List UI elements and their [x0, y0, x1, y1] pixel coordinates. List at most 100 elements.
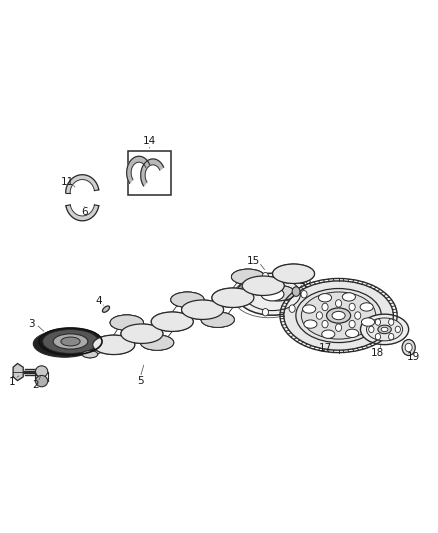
- Ellipse shape: [171, 292, 204, 308]
- Ellipse shape: [212, 288, 254, 308]
- Ellipse shape: [326, 308, 351, 323]
- Circle shape: [322, 303, 328, 311]
- Ellipse shape: [360, 303, 373, 311]
- Polygon shape: [66, 205, 99, 221]
- Ellipse shape: [141, 335, 174, 350]
- Ellipse shape: [181, 300, 223, 319]
- Ellipse shape: [151, 312, 193, 332]
- Ellipse shape: [262, 285, 295, 301]
- Circle shape: [389, 319, 394, 325]
- Circle shape: [375, 319, 381, 325]
- Circle shape: [262, 309, 268, 316]
- Circle shape: [289, 276, 295, 284]
- Ellipse shape: [262, 285, 295, 301]
- Ellipse shape: [304, 320, 317, 328]
- Text: 5: 5: [137, 376, 144, 386]
- Ellipse shape: [231, 269, 265, 285]
- Text: 11: 11: [61, 177, 74, 187]
- Ellipse shape: [110, 315, 143, 330]
- Ellipse shape: [201, 312, 234, 327]
- Ellipse shape: [361, 318, 374, 326]
- Ellipse shape: [272, 264, 314, 284]
- Ellipse shape: [35, 366, 48, 377]
- Text: 4: 4: [95, 296, 102, 306]
- Ellipse shape: [49, 333, 92, 351]
- Ellipse shape: [201, 312, 234, 327]
- Circle shape: [322, 320, 328, 328]
- Ellipse shape: [244, 278, 300, 311]
- Ellipse shape: [346, 329, 359, 337]
- Circle shape: [369, 326, 374, 333]
- Ellipse shape: [201, 312, 234, 327]
- Circle shape: [402, 340, 415, 356]
- Ellipse shape: [296, 288, 381, 343]
- Circle shape: [301, 290, 307, 298]
- Ellipse shape: [242, 276, 284, 295]
- Circle shape: [289, 305, 295, 312]
- Circle shape: [355, 312, 361, 319]
- Ellipse shape: [303, 305, 316, 313]
- Circle shape: [262, 272, 268, 280]
- Ellipse shape: [151, 312, 193, 332]
- Ellipse shape: [59, 337, 82, 346]
- Ellipse shape: [378, 325, 391, 334]
- Ellipse shape: [284, 281, 393, 350]
- Polygon shape: [127, 156, 149, 183]
- Ellipse shape: [141, 335, 174, 350]
- Ellipse shape: [56, 335, 85, 348]
- Ellipse shape: [318, 294, 332, 302]
- Ellipse shape: [381, 327, 388, 332]
- Ellipse shape: [35, 375, 48, 387]
- Circle shape: [389, 334, 394, 340]
- Ellipse shape: [171, 292, 204, 308]
- Bar: [128, 151, 171, 195]
- Ellipse shape: [66, 340, 75, 343]
- Text: 1: 1: [9, 377, 16, 386]
- Ellipse shape: [53, 334, 88, 349]
- Circle shape: [292, 287, 300, 296]
- Ellipse shape: [321, 330, 335, 338]
- Text: 16: 16: [299, 277, 312, 286]
- Ellipse shape: [93, 335, 135, 354]
- Ellipse shape: [231, 269, 265, 285]
- Ellipse shape: [121, 324, 163, 343]
- Circle shape: [349, 303, 355, 311]
- Ellipse shape: [43, 330, 98, 353]
- Circle shape: [316, 312, 322, 319]
- Ellipse shape: [301, 292, 376, 339]
- Ellipse shape: [261, 287, 284, 301]
- Ellipse shape: [63, 338, 78, 345]
- Text: 3: 3: [28, 319, 35, 329]
- Text: 6: 6: [81, 207, 88, 217]
- Ellipse shape: [360, 314, 409, 345]
- Ellipse shape: [332, 311, 345, 320]
- Ellipse shape: [39, 328, 102, 355]
- Polygon shape: [141, 159, 163, 186]
- Text: 18: 18: [371, 349, 384, 358]
- Polygon shape: [13, 364, 23, 381]
- Ellipse shape: [141, 335, 174, 350]
- Ellipse shape: [181, 300, 223, 319]
- Ellipse shape: [242, 276, 284, 295]
- Ellipse shape: [121, 324, 163, 343]
- Circle shape: [375, 334, 381, 340]
- Text: 14: 14: [143, 136, 156, 146]
- Circle shape: [241, 298, 247, 306]
- Circle shape: [241, 282, 247, 290]
- Circle shape: [405, 343, 412, 352]
- Circle shape: [395, 326, 400, 333]
- Ellipse shape: [272, 264, 314, 284]
- Ellipse shape: [33, 330, 96, 357]
- Ellipse shape: [110, 315, 143, 330]
- Ellipse shape: [93, 335, 135, 354]
- Ellipse shape: [46, 331, 95, 352]
- Polygon shape: [66, 175, 99, 193]
- Ellipse shape: [82, 351, 98, 358]
- Ellipse shape: [171, 292, 204, 308]
- Ellipse shape: [61, 337, 80, 346]
- Circle shape: [336, 324, 342, 332]
- Circle shape: [336, 300, 342, 307]
- Ellipse shape: [212, 288, 254, 308]
- Ellipse shape: [237, 273, 308, 315]
- Text: 17: 17: [318, 343, 332, 352]
